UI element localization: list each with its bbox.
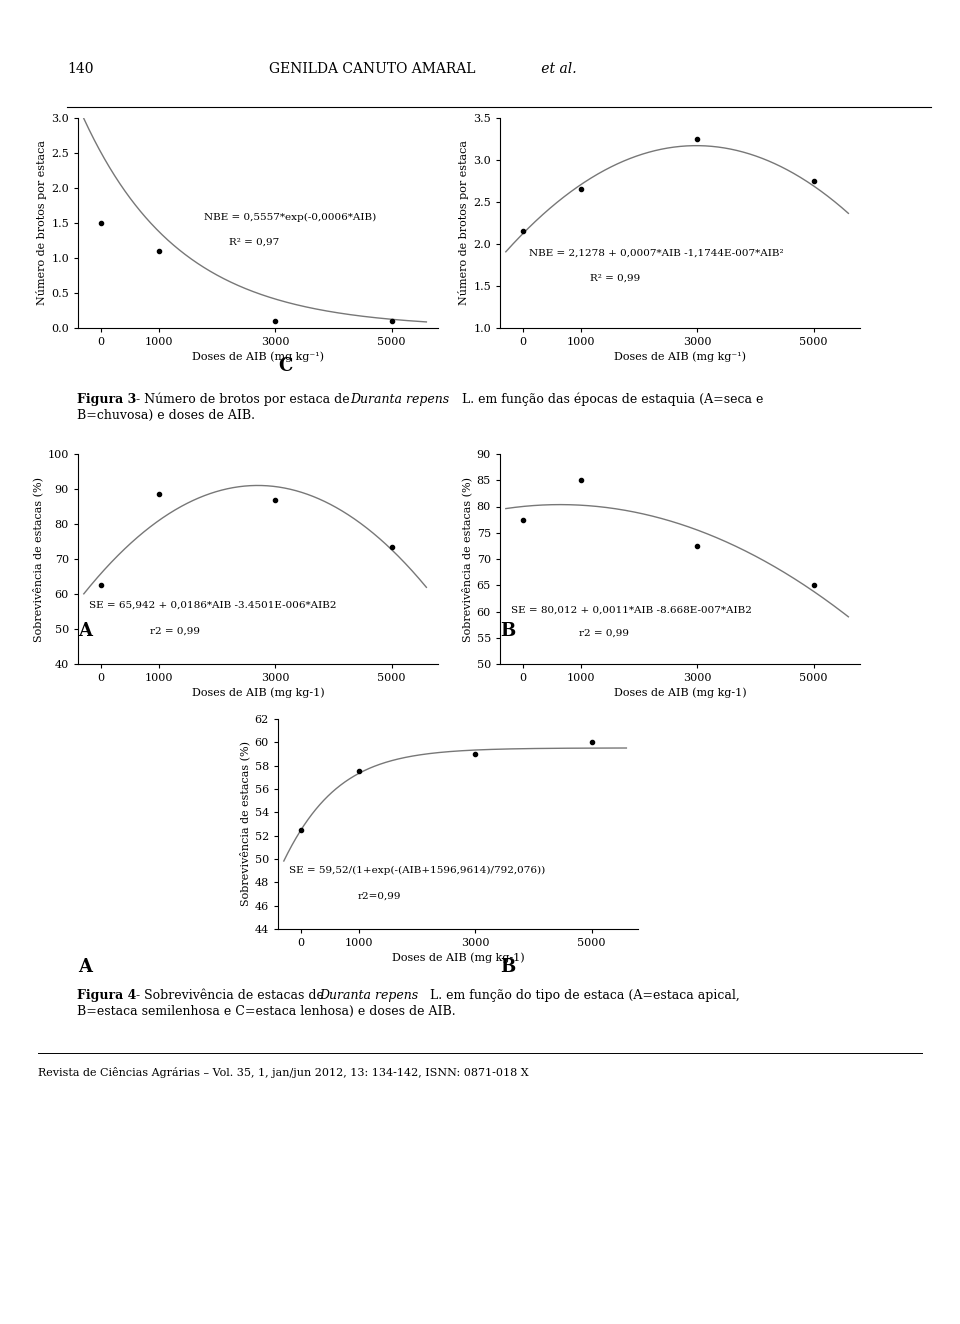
Text: Duranta repens: Duranta repens xyxy=(350,393,449,406)
Text: r2 = 0,99: r2 = 0,99 xyxy=(150,626,200,636)
Text: B=estaca semilenhosa e C=estaca lenhosa) e doses de AIB.: B=estaca semilenhosa e C=estaca lenhosa)… xyxy=(77,1005,455,1018)
Text: r2=0,99: r2=0,99 xyxy=(357,891,400,900)
Y-axis label: Sobrevivência de estacas (%): Sobrevivência de estacas (%) xyxy=(33,477,43,642)
Text: B: B xyxy=(500,622,516,639)
X-axis label: Doses de AIB (mg kg⁻¹): Doses de AIB (mg kg⁻¹) xyxy=(614,351,746,361)
Text: GENILDA CANUTO AMARAL: GENILDA CANUTO AMARAL xyxy=(269,62,480,75)
Text: Figura 4: Figura 4 xyxy=(77,989,136,1002)
Text: L. em função do tipo de estaca (A=estaca apical,: L. em função do tipo de estaca (A=estaca… xyxy=(426,989,740,1002)
Text: L. em função das épocas de estaquia (A=seca e: L. em função das épocas de estaquia (A=s… xyxy=(458,393,763,406)
Text: B: B xyxy=(500,959,516,976)
Text: SE = 80,012 + 0,0011*AIB -8.668E-007*AIB2: SE = 80,012 + 0,0011*AIB -8.668E-007*AIB… xyxy=(511,605,752,614)
Text: A: A xyxy=(78,959,92,976)
Text: 140: 140 xyxy=(67,62,94,75)
Y-axis label: Sobrevivência de estacas (%): Sobrevivência de estacas (%) xyxy=(462,477,472,642)
Text: Figura 3: Figura 3 xyxy=(77,393,136,406)
Text: SE = 59,52/(1+exp(-(AIB+1596,9614)/792,076)): SE = 59,52/(1+exp(-(AIB+1596,9614)/792,0… xyxy=(289,866,545,875)
Text: NBE = 2,1278 + 0,0007*AIB -1,1744E-007*AIB²: NBE = 2,1278 + 0,0007*AIB -1,1744E-007*A… xyxy=(529,248,783,257)
Text: Duranta repens: Duranta repens xyxy=(319,989,418,1002)
Y-axis label: Número de brotos por estaca: Número de brotos por estaca xyxy=(458,140,469,306)
Y-axis label: Sobrevivência de estacas (%): Sobrevivência de estacas (%) xyxy=(240,741,251,907)
Text: - Número de brotos por estaca de: - Número de brotos por estaca de xyxy=(132,393,353,406)
Text: et al.: et al. xyxy=(480,62,577,75)
X-axis label: Doses de AIB (mg kg-1): Doses de AIB (mg kg-1) xyxy=(392,952,524,963)
Text: NBE = 0,5557*exp(-0,0006*AIB): NBE = 0,5557*exp(-0,0006*AIB) xyxy=(204,212,376,221)
Text: C: C xyxy=(278,357,293,375)
Text: - Sobrevivência de estacas de: - Sobrevivência de estacas de xyxy=(132,989,327,1002)
X-axis label: Doses de AIB (mg kg-1): Doses de AIB (mg kg-1) xyxy=(613,687,746,698)
Text: R² = 0,99: R² = 0,99 xyxy=(590,273,640,282)
Text: r2 = 0,99: r2 = 0,99 xyxy=(579,629,629,637)
Text: SE = 65,942 + 0,0186*AIB -3.4501E-006*AIB2: SE = 65,942 + 0,0186*AIB -3.4501E-006*AI… xyxy=(88,601,336,610)
X-axis label: Doses de AIB (mg kg-1): Doses de AIB (mg kg-1) xyxy=(192,687,324,698)
Y-axis label: Número de brotos por estaca: Número de brotos por estaca xyxy=(36,140,47,306)
Text: Revista de Ciências Agrárias – Vol. 35, 1, jan/jun 2012, 13: 134-142, ISNN: 0871: Revista de Ciências Agrárias – Vol. 35, … xyxy=(38,1067,529,1079)
Text: A: A xyxy=(78,622,92,639)
X-axis label: Doses de AIB (mg kg⁻¹): Doses de AIB (mg kg⁻¹) xyxy=(192,351,324,361)
Text: R² = 0,97: R² = 0,97 xyxy=(229,238,279,246)
Text: B=chuvosa) e doses de AIB.: B=chuvosa) e doses de AIB. xyxy=(77,409,254,422)
